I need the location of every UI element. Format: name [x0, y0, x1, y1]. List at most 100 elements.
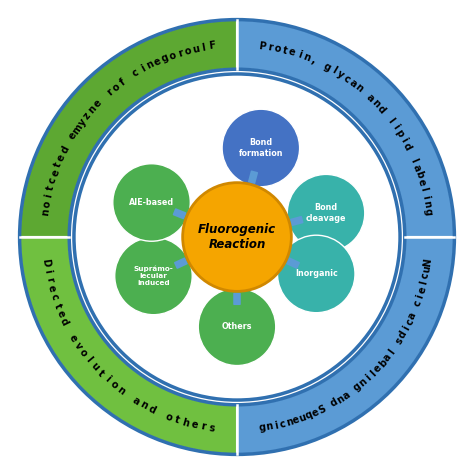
Text: l: l [201, 42, 206, 53]
Text: e: e [67, 332, 79, 343]
Text: i: i [398, 136, 409, 144]
Text: e: e [92, 98, 104, 109]
Text: n: n [301, 52, 311, 64]
Text: y: y [76, 117, 88, 128]
Text: AIE-based: AIE-based [129, 198, 174, 207]
Circle shape [198, 288, 276, 365]
Text: g: g [352, 381, 364, 393]
Text: l: l [409, 157, 419, 164]
Text: e: e [287, 47, 297, 58]
Text: b: b [413, 170, 425, 180]
Text: i: i [415, 293, 426, 300]
Text: s: s [209, 423, 215, 433]
Text: o: o [168, 50, 177, 62]
Text: r: r [266, 42, 273, 53]
Text: i: i [420, 194, 430, 200]
Text: n: n [41, 208, 52, 216]
Text: p: p [393, 128, 406, 139]
Text: t: t [173, 414, 181, 425]
Circle shape [115, 237, 192, 315]
Wedge shape [237, 237, 455, 455]
Text: Bond
cleavage: Bond cleavage [306, 203, 346, 223]
Text: Bond
formation: Bond formation [238, 138, 283, 158]
Text: c: c [48, 293, 60, 301]
Text: n: n [145, 59, 155, 71]
Text: e: e [416, 177, 427, 187]
Text: o: o [183, 45, 192, 56]
Text: F: F [208, 41, 216, 52]
Text: u: u [298, 412, 308, 424]
Text: h: h [181, 417, 190, 428]
Text: t: t [52, 302, 63, 310]
Text: ,: , [310, 55, 317, 65]
Text: n: n [421, 200, 432, 209]
Text: c: c [47, 176, 59, 184]
Text: o: o [42, 200, 53, 208]
Text: i: i [273, 420, 279, 431]
Text: r: r [176, 47, 184, 58]
Text: y: y [335, 69, 346, 81]
Text: c: c [404, 318, 416, 327]
Text: o: o [109, 379, 120, 391]
Text: n: n [370, 98, 382, 109]
Text: c: c [412, 299, 424, 307]
Text: z: z [82, 110, 93, 121]
Text: o: o [164, 411, 173, 423]
Text: d: d [146, 404, 157, 416]
Text: e: e [372, 362, 384, 374]
Text: l: l [419, 280, 429, 286]
Text: r: r [105, 87, 115, 98]
FancyBboxPatch shape [286, 257, 300, 269]
Text: Others: Others [222, 322, 252, 331]
Text: n: n [335, 393, 346, 406]
Text: n: n [265, 421, 273, 432]
Text: a: a [347, 77, 359, 89]
Text: i: i [103, 374, 112, 384]
Text: v: v [72, 340, 84, 351]
Text: a: a [381, 352, 393, 363]
Text: e: e [190, 419, 199, 430]
Text: e: e [152, 56, 163, 68]
Text: P: P [258, 41, 266, 52]
Circle shape [277, 235, 355, 313]
Text: d: d [329, 397, 340, 409]
Text: d: d [59, 145, 71, 155]
Text: e: e [417, 285, 428, 294]
Text: i: i [364, 373, 373, 383]
Text: d: d [58, 317, 70, 328]
Text: N: N [422, 257, 433, 267]
Text: e: e [50, 168, 62, 177]
Text: o: o [77, 347, 89, 358]
Text: d: d [375, 103, 387, 115]
Text: a: a [131, 395, 141, 407]
FancyBboxPatch shape [233, 293, 241, 305]
Circle shape [182, 182, 292, 292]
Text: f: f [118, 77, 127, 88]
Text: c: c [131, 67, 141, 79]
Text: l: l [419, 186, 429, 192]
FancyBboxPatch shape [173, 208, 186, 219]
Text: i: i [296, 49, 302, 60]
Wedge shape [19, 237, 237, 455]
Text: l: l [330, 65, 338, 76]
Text: d: d [397, 329, 409, 340]
Text: e: e [46, 284, 57, 293]
Circle shape [222, 109, 300, 187]
Text: o: o [273, 43, 282, 54]
FancyBboxPatch shape [290, 216, 303, 226]
Text: r: r [200, 421, 206, 432]
Text: D: D [41, 257, 52, 267]
FancyBboxPatch shape [174, 257, 188, 269]
Circle shape [113, 164, 190, 241]
Text: g: g [322, 61, 333, 73]
Text: S: S [317, 404, 328, 416]
Text: c: c [279, 419, 287, 429]
Text: r: r [44, 276, 55, 283]
Text: g: g [258, 422, 266, 433]
Text: n: n [357, 377, 369, 389]
Text: e: e [67, 130, 79, 141]
Text: g: g [422, 208, 433, 216]
Text: i: i [139, 64, 147, 74]
Text: b: b [377, 357, 389, 369]
Wedge shape [237, 19, 455, 237]
